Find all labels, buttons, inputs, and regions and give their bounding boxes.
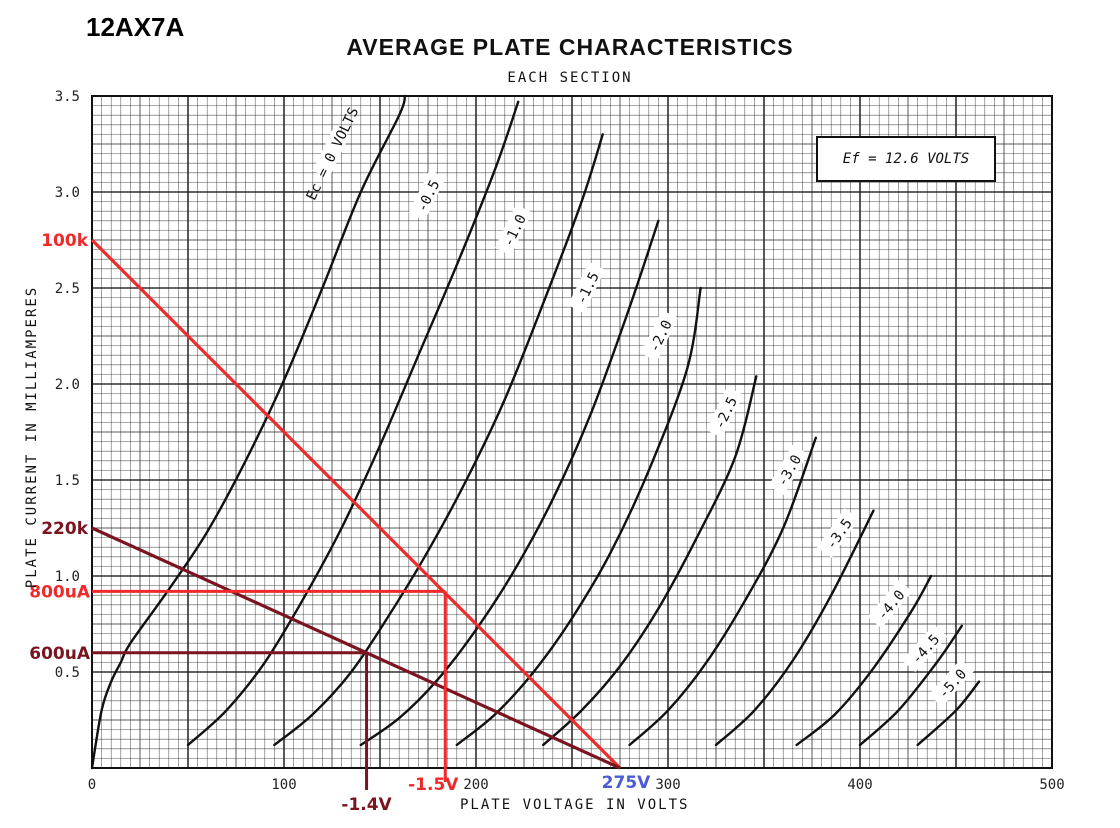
curve-label-backdrop <box>408 169 446 221</box>
grid-bias-curve <box>542 375 758 747</box>
supply-voltage-label: 275V <box>602 773 651 793</box>
x-tick-label: 100 <box>271 777 296 793</box>
curve-label-backdrop <box>867 579 913 629</box>
grid-bias-curve <box>916 680 981 747</box>
operating-voltage-label: -1.5V <box>408 775 459 795</box>
load-line <box>90 238 622 770</box>
grid-bias-curve <box>455 286 702 747</box>
x-axis-label: PLATE VOLTAGE IN VOLTS <box>460 797 690 813</box>
load-line-label: 100k <box>41 231 88 251</box>
load-line-label: 220k <box>41 519 88 539</box>
x-tick-label: 500 <box>1039 777 1064 793</box>
curve-label-backdrop <box>640 310 679 362</box>
grid-bias-curve <box>90 94 407 770</box>
operating-current-label: 600uA <box>29 644 91 664</box>
y-tick-label: 3.0 <box>55 185 80 201</box>
curve-label-backdrop <box>706 386 744 438</box>
y-tick-label: 2.0 <box>55 377 80 393</box>
curve-label-backdrop <box>768 444 808 496</box>
operating-voltage-label: -1.4V <box>341 795 392 815</box>
curve-label-backdrop <box>494 204 533 256</box>
y-tick-label: 0.5 <box>55 665 80 681</box>
y-tick-label: 3.5 <box>55 89 80 105</box>
x-tick-label: 300 <box>655 777 680 793</box>
x-tick-label: 200 <box>463 777 488 793</box>
curve-label-backdrop <box>901 624 948 673</box>
y-tick-label: 1.5 <box>55 473 80 489</box>
curve-label-backdrop <box>312 127 350 179</box>
curve-label-backdrop <box>816 508 860 559</box>
chart-subtitle: EACH SECTION <box>507 70 633 86</box>
y-tick-label: 1.0 <box>55 569 80 585</box>
curve-label-backdrop <box>567 262 606 314</box>
plot-frame <box>91 95 1053 769</box>
x-tick-label: 400 <box>847 777 872 793</box>
grid-bias-curve <box>858 624 963 747</box>
load-line <box>91 526 621 770</box>
operating-current-label: 800uA <box>29 582 91 602</box>
filament-voltage-box: Ef = 12.6 VOLTS <box>816 136 996 182</box>
grid-bias-curve <box>795 574 933 747</box>
chart-title: AVERAGE PLATE CHARACTERISTICS <box>346 34 794 60</box>
grid-bias-curve <box>186 100 520 747</box>
y-tick-label: 2.5 <box>55 281 80 297</box>
grid-bias-curve <box>714 509 875 747</box>
curve-label: Ec = 0 VOLTS <box>304 105 363 203</box>
y-axis-label: PLATE CURRENT IN MILLIAMPERES <box>24 285 40 589</box>
grid-bias-curve <box>273 133 604 747</box>
grid-bias-curve <box>628 436 818 747</box>
x-tick-label: 0 <box>88 777 96 793</box>
tube-type-label: 12AX7A <box>86 12 185 42</box>
curve-label-backdrop <box>928 658 975 707</box>
grid-bias-curve <box>359 219 660 747</box>
